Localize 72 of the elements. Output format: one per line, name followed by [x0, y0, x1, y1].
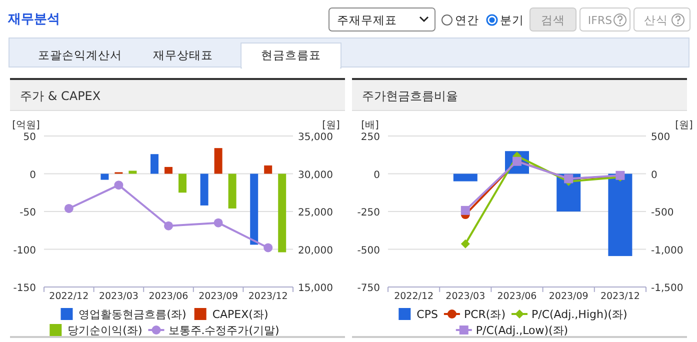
x-tick-label: 2023/06 [148, 291, 188, 302]
y2-tick-label: 500 [651, 132, 670, 143]
y2-tick-label: 0 [651, 170, 658, 181]
y-axis-title: [배] [361, 120, 379, 131]
y2-tick-label: 15,000 [298, 283, 333, 294]
y-tick-label: 250 [360, 132, 380, 143]
x-tick-label: 2023/09 [198, 291, 238, 302]
point [460, 239, 470, 248]
bar [178, 174, 186, 193]
legend-label: 당기순이익(좌) [68, 324, 142, 337]
legend-label: CAPEX(좌) [212, 308, 268, 321]
y-axis-title: [억원] [12, 120, 40, 131]
point [264, 243, 273, 252]
y2-axis-title: [원] [675, 120, 693, 131]
bar [100, 174, 109, 180]
y2-tick-label: -1,000 [651, 245, 684, 256]
y-tick-label: 50 [23, 132, 36, 143]
y2-tick-label: 20,000 [298, 245, 333, 256]
y-tick-label: -100 [13, 245, 36, 256]
y2-tick-label: 30,000 [298, 170, 333, 181]
y-tick-label: -750 [357, 283, 380, 294]
text: 연간 [455, 13, 479, 27]
bar [228, 174, 236, 208]
bar [128, 170, 137, 174]
x-tick-label: 2023/06 [497, 291, 537, 302]
legend-label: P/C(Adj.,High)(좌) [532, 308, 628, 321]
y2-tick-label: 35,000 [298, 132, 333, 143]
text: 검색 [541, 13, 565, 27]
bar [200, 174, 208, 206]
chart-title: 주가 & CAPEX [20, 89, 101, 103]
text: 산식 [644, 13, 668, 27]
bar [250, 174, 258, 245]
y-tick-label: -500 [357, 245, 380, 256]
x-tick-label: 2023/03 [446, 291, 486, 302]
y-tick-label: 0 [374, 170, 380, 181]
y-tick-label: -50 [20, 208, 36, 218]
text: 재무상태표 [153, 48, 213, 62]
legend-label: 영업활동현금흐름(좌) [78, 308, 186, 321]
legend-label: P/C(Adj.,Low)(좌) [476, 324, 568, 337]
text: 재무분석 [7, 12, 60, 27]
y-tick-label: 0 [30, 170, 36, 181]
bar [164, 166, 172, 174]
y2-tick-label: -1,500 [651, 283, 684, 294]
y-tick-label: -150 [13, 283, 36, 294]
x-tick-label: 2022/12 [49, 291, 89, 302]
text: 주재무제표 [337, 13, 397, 27]
point [460, 206, 470, 215]
chart-title: 주가현금흐름비율 [362, 89, 458, 103]
x-tick-label: 2023/09 [548, 291, 588, 302]
x-tick-label: 2023/12 [600, 291, 640, 302]
y2-tick-label: -500 [651, 208, 674, 218]
text: IFRS [588, 14, 612, 27]
bar [150, 154, 158, 174]
point [164, 221, 173, 230]
point [64, 204, 74, 213]
x-tick-label: 2022/12 [394, 291, 434, 302]
y-tick-label: -250 [357, 208, 380, 218]
point [114, 180, 124, 190]
x-tick-label: 2023/03 [98, 291, 138, 302]
bar [278, 174, 286, 252]
legend-label: 보통주.수정주가(기말) [168, 324, 280, 337]
text: 현금흐름표 [261, 48, 321, 62]
bar [264, 165, 272, 174]
point [214, 218, 223, 228]
bar [214, 148, 222, 174]
x-tick-label: 2023/12 [248, 291, 288, 302]
y2-axis-title: [원] [322, 120, 340, 131]
text: 분기 [500, 13, 524, 27]
legend-label: CPS [416, 308, 438, 321]
legend-label: PCR(좌) [464, 308, 506, 321]
text: 포괄손익계산서 [38, 48, 122, 62]
y2-tick-label: 25,000 [298, 208, 333, 218]
